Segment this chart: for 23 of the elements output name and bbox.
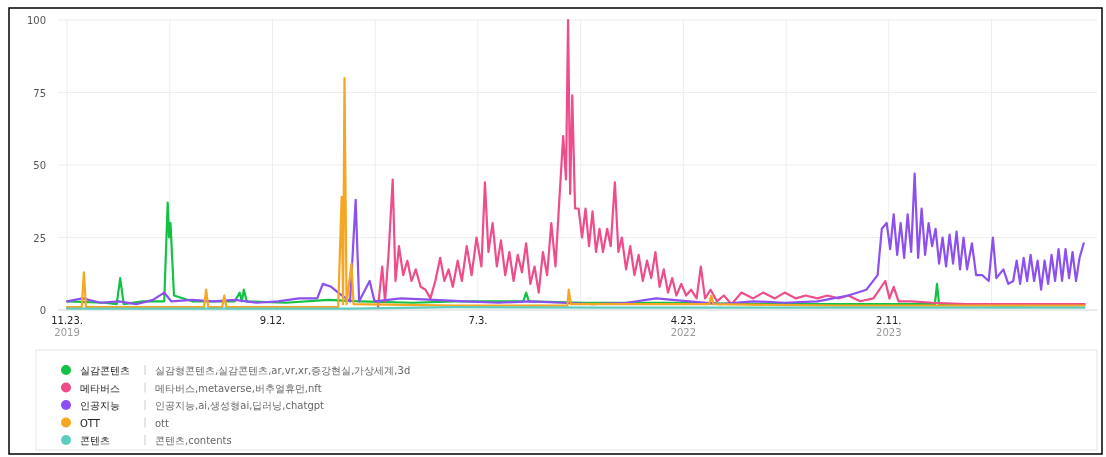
legend-label: 인공지능 xyxy=(80,400,120,411)
legend-label: OTT xyxy=(80,417,101,429)
x-tick-label: 7.3. xyxy=(468,315,488,326)
line-series xyxy=(376,18,1086,309)
legend-label: 실감콘텐츠 xyxy=(80,365,130,376)
y-tick-label: 25 xyxy=(33,232,46,244)
text: 콘텐츠,contents xyxy=(155,435,232,446)
x-tick-label: 11.23. 2019 xyxy=(51,315,83,338)
y-tick-label: 50 xyxy=(33,160,46,171)
text: 인공지능,ai,생성형ai,딥러닝,chatgpt xyxy=(155,400,325,411)
x-tick-label: 4.23. 2022 xyxy=(670,315,697,338)
x-tick-label: 2.11. 2023 xyxy=(876,315,902,338)
y-tick-label: 75 xyxy=(33,87,46,99)
text: 메타버스,metaverse,버추얼휴먼,nft xyxy=(155,382,322,394)
legend-label: 콘텐츠 xyxy=(80,435,110,446)
text: ott xyxy=(155,417,170,429)
x-tick-label: 9.12. xyxy=(259,315,286,326)
y-tick-label: 100 xyxy=(26,15,46,26)
line-series xyxy=(65,172,1085,306)
y-tick-label: 0 xyxy=(39,305,46,316)
legend-label: 메타버스 xyxy=(80,382,120,394)
text: 실감형콘텐츠,실감콘텐츠,ar,vr,xr,증강현실,가상세계,3d xyxy=(155,365,411,376)
line-series xyxy=(65,76,1086,309)
